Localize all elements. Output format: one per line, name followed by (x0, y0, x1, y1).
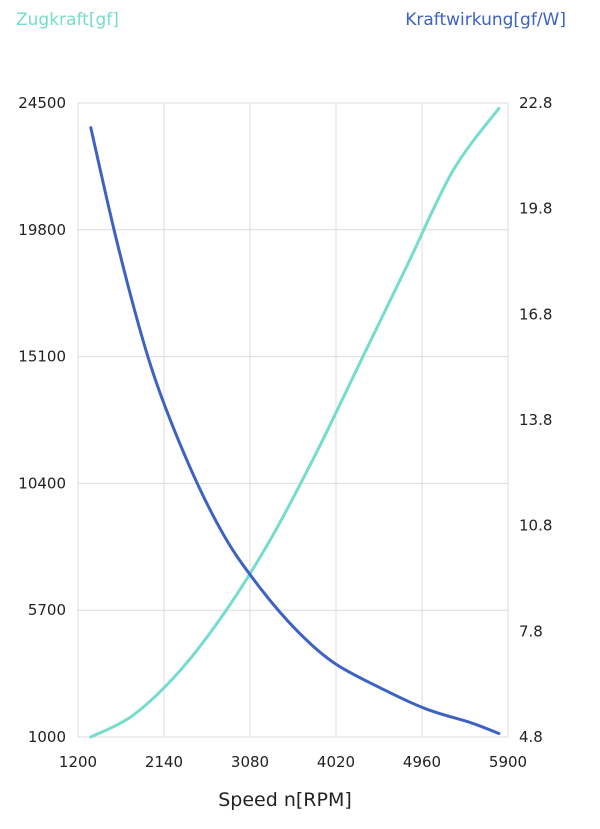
right-tick-label: 16.8 (519, 305, 552, 323)
x-axis-label: Speed n[RPM] (218, 789, 352, 811)
x-tick-label: 1200 (59, 753, 97, 771)
left-tick-label: 24500 (18, 94, 66, 112)
x-tick-label: 5900 (489, 753, 527, 771)
left-axis-ticks: 1000 5700 10400 15100 19800 24500 (18, 94, 66, 746)
right-axis-series-label: Kraftwirkung[gf/W] (405, 10, 566, 30)
right-axis-ticks: 4.8 7.8 10.8 13.8 16.8 19.8 22.8 (519, 94, 552, 746)
right-tick-label: 22.8 (519, 94, 552, 112)
left-tick-label: 19800 (18, 221, 66, 239)
left-tick-label: 10400 (18, 474, 66, 492)
x-tick-label: 4960 (403, 753, 441, 771)
x-tick-label: 2140 (145, 753, 183, 771)
left-tick-label: 15100 (18, 348, 66, 366)
right-tick-label: 19.8 (519, 200, 552, 218)
grid-lines (77, 102, 509, 738)
series-layer (89, 106, 501, 739)
right-tick-label: 7.8 (519, 622, 543, 640)
x-tick-label: 3080 (231, 753, 269, 771)
series-line-zugkraft (89, 106, 501, 739)
x-tick-label: 4020 (317, 753, 355, 771)
right-tick-label: 4.8 (519, 728, 543, 746)
right-tick-label: 13.8 (519, 411, 552, 429)
left-tick-label: 1000 (28, 728, 66, 746)
left-axis-series-label: Zugkraft[gf] (16, 10, 119, 30)
right-tick-label: 10.8 (519, 517, 552, 535)
x-axis-ticks: 1200 2140 3080 4020 4960 5900 (59, 753, 527, 771)
left-tick-label: 5700 (28, 601, 66, 619)
series-line-kraftwirkung (89, 126, 501, 735)
